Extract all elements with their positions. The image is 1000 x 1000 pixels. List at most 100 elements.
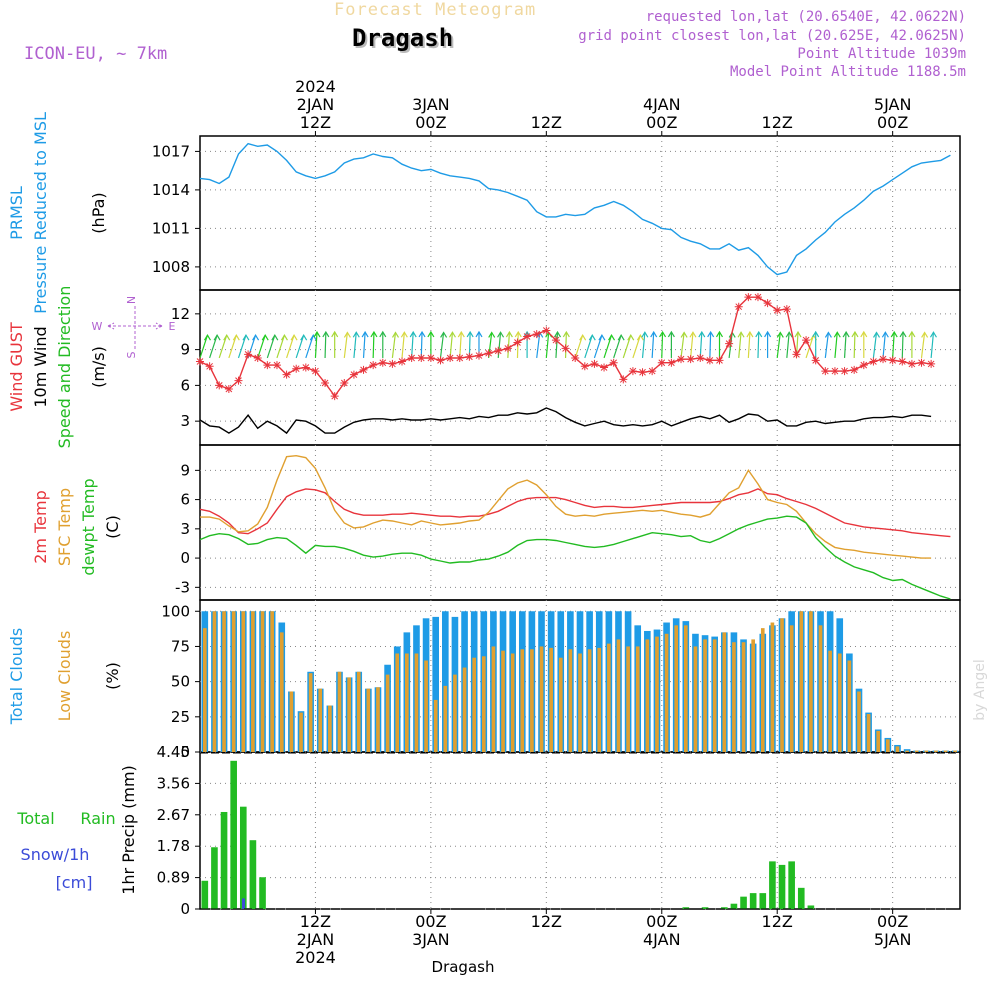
time-label-top: 4JAN [643, 95, 681, 114]
compass-s: S [125, 351, 138, 358]
y-tick-label: 12 [171, 305, 190, 323]
wind-arrow-head [331, 330, 339, 338]
wind-gust-marker [619, 375, 628, 384]
wind-gust-marker [830, 367, 839, 376]
wind-gust-marker [494, 346, 503, 355]
low-cloud-bar [202, 628, 207, 752]
low-cloud-bar [607, 643, 611, 752]
wind-gust-marker [436, 356, 445, 365]
wind-direction-arrow [459, 332, 462, 358]
wind-arrow-head [842, 330, 850, 338]
wind-arrow-head [488, 331, 496, 338]
wind-gust-marker [349, 370, 358, 379]
wind-ylabel-2: Speed and Direction [55, 286, 74, 449]
wind-arrow-head [400, 331, 408, 338]
wind-arrow-head [921, 331, 929, 338]
wind-arrow-head [755, 330, 763, 338]
wind-arrow-head [409, 330, 417, 338]
wind-arrow-head [232, 333, 240, 341]
wind-direction-arrow [901, 331, 904, 358]
y-tick-label: 50 [171, 673, 190, 691]
low-cloud-bar [866, 714, 871, 752]
wind-gust-marker [927, 359, 936, 368]
wind-direction-arrow [372, 331, 375, 358]
time-label-bottom: 4JAN [643, 930, 681, 949]
total-cloud-bar [432, 616, 440, 752]
wind-direction-arrow [872, 332, 878, 359]
time-label-top: 2JAN [297, 95, 335, 114]
wind-arrow-head [418, 330, 426, 338]
wind-direction-arrow [824, 332, 830, 359]
wind-direction-arrow [613, 334, 622, 359]
wind-arrow-head [579, 333, 587, 341]
wind-direction-arrow [449, 332, 454, 359]
wind-arrow-head [764, 330, 772, 338]
wind-arrow-head [505, 330, 513, 338]
wind-gust-marker [571, 353, 580, 362]
low-cloud-bar [703, 639, 707, 752]
pressure-ylabel-2: (hPa) [89, 192, 108, 233]
wind-arrow-head [617, 333, 625, 341]
wind-gust-marker [753, 293, 762, 302]
precip-label-total: Total [16, 809, 54, 828]
wind-gust-marker [888, 356, 897, 365]
low-cloud-bar [231, 611, 236, 752]
wind-gust-marker [802, 336, 811, 345]
wind-arrow-head [680, 331, 688, 338]
temp-ylabel-2: dewpt Temp [79, 478, 98, 575]
footer-location: Dragash [432, 958, 495, 976]
time-label-bottom: 2024 [295, 948, 336, 967]
time-label-bottom: 00Z [646, 912, 677, 931]
wind-arrow-head [440, 331, 448, 338]
wind-direction-arrow [834, 332, 838, 359]
low-cloud-bar [684, 625, 688, 752]
wind-direction-arrow [651, 332, 655, 358]
wind-arrow-head [737, 331, 745, 338]
wind-ylabel-3: (m/s) [89, 346, 108, 388]
low-cloud-bar [635, 646, 640, 752]
temp-ylabel-3: (C) [103, 515, 122, 539]
wind-arrow-head [322, 330, 330, 338]
wind-gust-marker [744, 293, 753, 302]
wind-arrow-head [667, 330, 675, 338]
wind-gust-marker [561, 344, 570, 353]
low-cloud-bar [405, 653, 409, 752]
chart-title: Forecast Meteogram [334, 0, 537, 20]
wind-direction-arrow [920, 332, 926, 359]
low-cloud-bar [453, 674, 457, 752]
temp-2m-line [199, 488, 951, 538]
wind-direction-arrow [641, 332, 646, 359]
wind-gust-marker [638, 368, 647, 377]
wind-direction-arrow [574, 334, 584, 359]
wind-direction-arrow [362, 332, 366, 358]
wind-gust-marker [398, 357, 407, 366]
wind-gust-marker [667, 358, 676, 367]
wind-arrow-head [881, 331, 889, 338]
watermark: by Angel [972, 659, 988, 720]
wind-arrow-head [261, 333, 269, 341]
pressure-ylabel-0: PRMSL [7, 186, 26, 240]
wind-speed-line [199, 407, 932, 435]
low-cloud-bar [491, 646, 496, 752]
precip-label-cm: [cm] [56, 873, 93, 892]
wind-gust-marker [840, 367, 849, 376]
wind-direction-arrow [892, 332, 895, 358]
low-cloud-bar [337, 671, 342, 752]
wind-gust-marker [792, 350, 801, 359]
temp-ylabel-1: SFC Temp [55, 488, 74, 566]
wind-arrow-head [391, 331, 400, 338]
wind-arrow-head [427, 330, 435, 338]
wind-arrow-head [466, 330, 474, 338]
wind-direction-arrow [584, 334, 593, 359]
wind-arrow-head [689, 331, 697, 338]
wind-arrow-head [860, 330, 868, 338]
wind-gust-marker [205, 362, 214, 371]
wind-gust-marker [474, 351, 483, 360]
wind-direction-arrow [295, 334, 305, 359]
wind-direction-arrow [843, 332, 847, 358]
y-tick-label: 0 [180, 743, 190, 761]
wind-ylabel-0: Wind GUST [7, 322, 26, 412]
wind-gust-marker [417, 353, 426, 362]
wind-arrow-head [650, 330, 658, 338]
